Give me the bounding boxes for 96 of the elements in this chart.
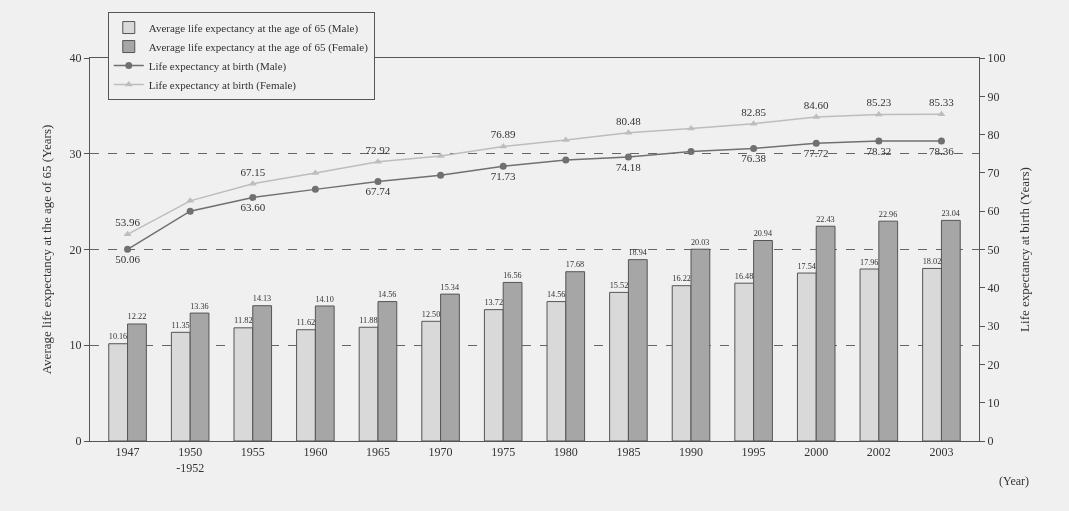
data-label: 13.36: [190, 301, 209, 311]
point: [374, 178, 382, 186]
data-label: 77.72: [803, 146, 829, 159]
point: [499, 162, 507, 170]
y2-tick-label: 10: [987, 395, 1000, 410]
x-tick-label: 1985: [616, 445, 641, 460]
point: [687, 147, 695, 155]
data-label: 67.74: [365, 185, 391, 198]
data-label: 76.38: [741, 152, 767, 165]
y-tick-label: 0: [75, 434, 82, 449]
legend-label: Life expectancy at birth (Female): [148, 78, 297, 92]
y2-tick-label: 80: [987, 127, 1000, 142]
data-label: 82.85: [741, 105, 767, 118]
x-tick-label: 1995: [741, 445, 766, 460]
data-label: 84.60: [803, 98, 830, 111]
data-label: 14.13: [252, 294, 272, 304]
x-tick-label: 2002: [866, 445, 891, 460]
x-tick-label: 1970: [428, 445, 453, 460]
legend-label: Life expectancy at birth (Male): [148, 59, 287, 73]
data-label: 74.18: [616, 160, 642, 173]
point: [875, 137, 883, 145]
point: [123, 230, 132, 237]
x-tick-label: 1965: [365, 445, 390, 460]
data-label: 63.60: [240, 201, 266, 214]
x-tick-label: 1955: [240, 445, 265, 460]
data-label: 67.15: [240, 165, 266, 178]
x-tick-label: 1960: [303, 445, 328, 460]
data-label: 85.33: [929, 96, 955, 109]
data-label: 14.56: [378, 290, 397, 300]
data-label: 71.73: [490, 169, 517, 182]
x-tick-label: 1980: [553, 445, 578, 460]
data-label: 76.89: [490, 128, 517, 141]
data-label: 14.56: [547, 290, 566, 300]
data-label: 13.72: [484, 298, 504, 308]
legend-label: Average life expectancy at the age of 65 (Male): [148, 21, 359, 35]
point: [311, 185, 319, 193]
data-label: 10.16: [108, 332, 128, 342]
point: [186, 207, 194, 215]
data-label: 17.96: [860, 257, 879, 267]
y2-tick-label: 50: [987, 242, 1000, 257]
y-axis-title: Average life expectancy at the age of 65 (Years): [38, 124, 54, 375]
y-tick-label: 40: [69, 51, 82, 66]
data-label: 11.35: [171, 320, 190, 330]
y-tick-label: 10: [69, 338, 82, 353]
y-tick-label: 20: [69, 242, 82, 257]
y2-axis-title: Life expectancy at birth (Years): [1017, 167, 1032, 332]
point: [562, 156, 570, 164]
legend-label: Average life expectancy at the age of 65 (Female): [148, 40, 369, 54]
x-axis-title: (Year): [999, 474, 1030, 488]
y2-tick-label: 0: [987, 434, 994, 449]
y2-tick-label: 20: [987, 357, 1000, 372]
data-label: 20.94: [753, 229, 773, 239]
data-label: 15.34: [440, 282, 459, 292]
y2-tick-label: 30: [987, 319, 1000, 334]
point: [624, 153, 632, 161]
point: [437, 171, 445, 179]
y2-tick-label: 70: [987, 166, 1000, 181]
data-label: 17.54: [797, 261, 816, 271]
data-label: 23.04: [941, 208, 960, 218]
point: [812, 139, 820, 147]
data-label: 80.48: [616, 114, 642, 127]
point: [937, 137, 945, 145]
data-label: 12.50: [421, 309, 441, 319]
data-label: 15.52: [609, 280, 629, 290]
x-tick-label: 1947: [115, 445, 140, 460]
data-label: 14.10: [315, 294, 334, 304]
y2-tick-label: 100: [987, 51, 1006, 66]
data-label: 16.48: [734, 271, 754, 281]
data-label: 50.06: [115, 252, 141, 265]
data-label: 18.02: [922, 256, 942, 266]
point: [124, 245, 132, 253]
y-tick-label: 30: [69, 146, 82, 161]
data-label: 20.03: [691, 237, 710, 247]
x-tick-label: 2000: [804, 445, 829, 460]
data-label: 85.23: [866, 96, 892, 109]
point: [750, 144, 758, 152]
data-label: 17.68: [565, 260, 585, 270]
x-tick-label: 2003: [929, 445, 954, 460]
data-label: 18.94: [628, 248, 647, 258]
data-label: 12.22: [127, 312, 147, 322]
y2-tick-label: 40: [987, 281, 1000, 295]
x-tick-label: 1975: [491, 445, 516, 460]
data-label: 16.22: [672, 274, 691, 284]
data-label: 78.36: [929, 144, 955, 157]
data-label: 72.92: [365, 143, 391, 156]
data-label: 53.96: [115, 216, 141, 229]
data-label: 16.56: [503, 270, 522, 280]
data-label: 11.62: [296, 317, 316, 328]
y2-tick-label: 60: [987, 204, 1000, 219]
x-tick-label: 1950 -1952: [176, 445, 205, 475]
data-label: 11.88: [359, 315, 378, 325]
data-label: 22.96: [878, 209, 898, 219]
x-tick-label: 1990: [679, 445, 704, 460]
point: [249, 193, 257, 201]
data-label: 22.43: [816, 214, 835, 224]
y2-tick-label: 90: [987, 89, 1000, 104]
